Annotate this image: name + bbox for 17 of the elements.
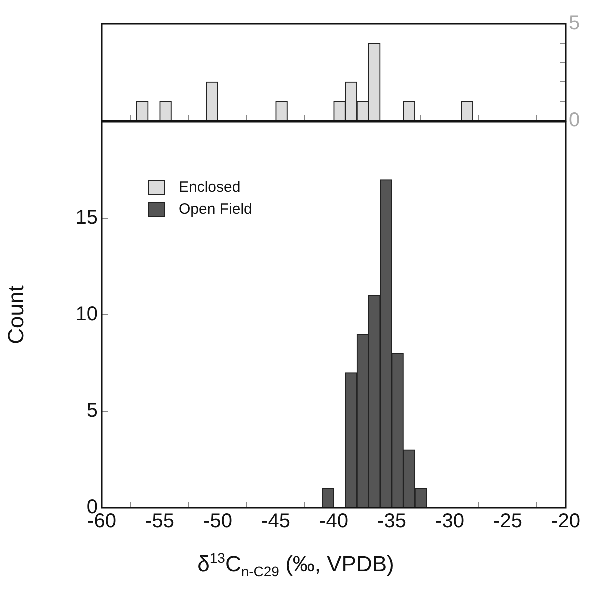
x-tick-label: -30 xyxy=(436,510,464,533)
x-tick-label: -50 xyxy=(204,510,232,533)
x-tick-label: -55 xyxy=(146,510,174,533)
x-axis-title: δ$^{13}$C$_{n-C29}$ (‰, VPDB) xyxy=(196,550,396,580)
y-tick-label: 10 xyxy=(76,304,98,326)
x-tick-label: -20 xyxy=(552,510,580,533)
y-tick-label: 0 xyxy=(569,110,580,132)
x-tick-label: -40 xyxy=(320,510,348,533)
y-tick-label: 15 xyxy=(76,207,98,230)
x-tick-label: -25 xyxy=(494,510,522,533)
y-tick-label: 5 xyxy=(569,12,580,35)
legend-label: Enclosed xyxy=(179,178,241,196)
x-tick-label: -35 xyxy=(378,510,406,533)
legend-label: Open Field xyxy=(179,200,252,218)
y-tick-label: 5 xyxy=(86,400,98,422)
y-axis-title: Count xyxy=(3,286,28,344)
x-tick-label: -45 xyxy=(262,510,290,533)
